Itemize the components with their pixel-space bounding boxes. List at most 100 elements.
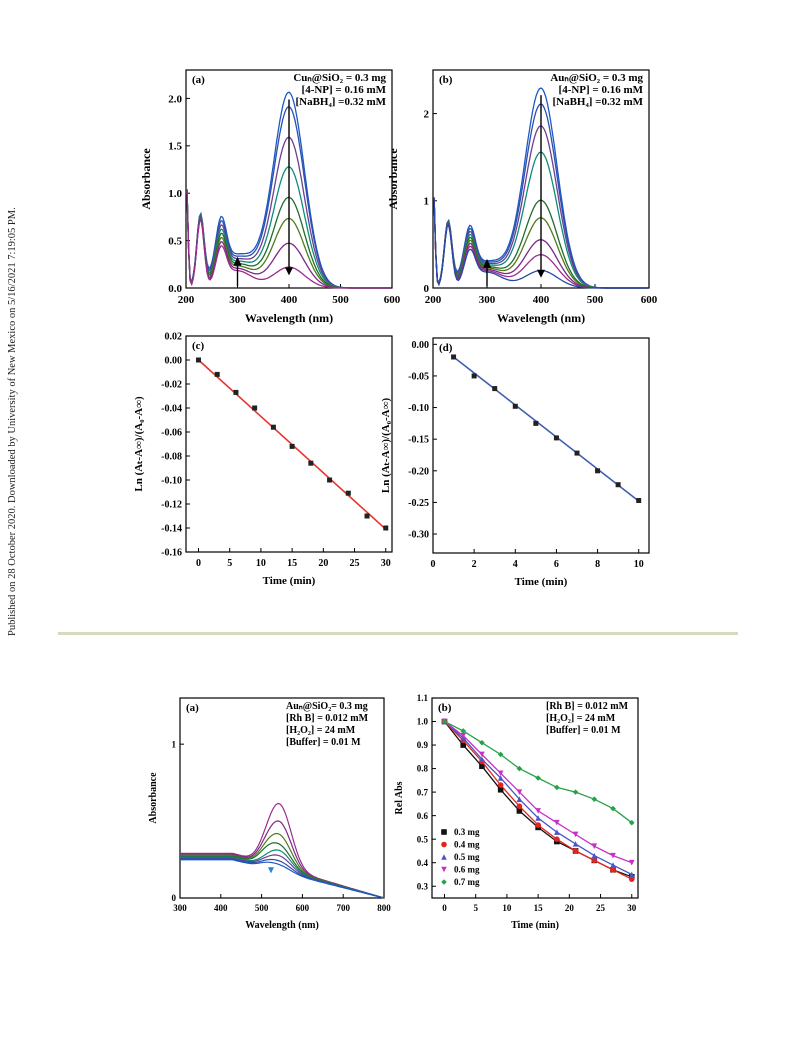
y-tick-label: -0.08	[161, 452, 182, 463]
y-tick-label: 1	[424, 196, 430, 208]
y-tick-label: -0.06	[161, 428, 182, 439]
x-tick-label: 0	[196, 558, 201, 569]
x-tick-label: 600	[296, 903, 310, 913]
x-tick-label: 600	[641, 294, 658, 306]
annotation-line: Auₙ@SiO₂ = 0.3 mg	[550, 72, 643, 84]
data-point	[516, 796, 523, 802]
data-point	[479, 756, 485, 762]
x-tick-label: 30	[627, 903, 637, 913]
x-axis-title: Time (min)	[263, 575, 316, 587]
data-point	[535, 775, 541, 781]
y-axis-title: Absorbance	[139, 148, 153, 210]
x-tick-label: 400	[281, 294, 298, 306]
annotation-line: [H₂O₂] = 24 mM	[286, 725, 356, 736]
annotation-line: [Buffer] = 0.01 M	[286, 737, 361, 748]
y-tick-label: 0.6	[417, 811, 429, 821]
spectrum-line	[180, 854, 385, 899]
y-tick-label: 1	[172, 739, 177, 749]
y-tick-label: -0.30	[408, 530, 429, 541]
data-point	[308, 460, 314, 466]
data-point	[554, 836, 560, 842]
x-tick-label: 15	[534, 903, 544, 913]
annotation-line: Cuₙ@SiO₂ = 0.3 mg	[293, 72, 386, 84]
data-point	[554, 784, 560, 791]
data-point	[516, 808, 523, 814]
y-tick-label: -0.16	[161, 548, 182, 559]
y-tick-label: 1.0	[168, 188, 182, 200]
y-tick-label: -0.10	[408, 403, 429, 414]
up-arrow-head	[233, 256, 242, 266]
y-tick-label: -0.14	[161, 524, 182, 535]
data-point	[615, 482, 621, 488]
legend-label: 0.5 mg	[454, 852, 480, 862]
y-tick-label: -0.05	[408, 371, 429, 382]
panel-label: (a)	[192, 74, 205, 86]
x-tick-label: 6	[554, 559, 559, 570]
data-point	[479, 739, 485, 746]
data-point	[195, 357, 201, 363]
x-tick-label: 200	[425, 294, 442, 306]
x-tick-label: 600	[384, 294, 401, 306]
data-point	[636, 498, 642, 504]
x-tick-label: 15	[287, 558, 297, 569]
chart-panel-5: 0 5 10 15 20 25 30 1.1 1.0 0.9 0.8 0.7 0.6 0.5 0.4 0.3 T…	[394, 693, 639, 931]
annotation-line: [4-NP] = 0.16 mM	[302, 84, 387, 96]
y-tick-label: 0.0	[168, 283, 182, 295]
data-point	[497, 782, 504, 788]
spectrum-line	[180, 858, 385, 899]
data-point	[572, 831, 579, 838]
x-tick-label: 10	[256, 558, 266, 569]
annotation-line: [Rh B] = 0.012 mM	[286, 713, 369, 724]
x-tick-label: 30	[381, 558, 391, 569]
y-tick-label: -0.04	[161, 404, 182, 415]
data-point	[595, 468, 601, 474]
data-point	[572, 789, 579, 795]
data-point	[628, 871, 635, 878]
y-axis-title: Absorbance	[386, 148, 400, 210]
data-point	[270, 424, 276, 430]
up-arrow-head	[483, 258, 491, 268]
data-point	[492, 386, 498, 392]
data-point	[591, 852, 598, 859]
legend-marker	[441, 829, 447, 835]
annotation-line: Auₙ@SiO₂= 0.3 mg	[286, 701, 368, 712]
x-axis-title: Wavelength (nm)	[497, 311, 585, 325]
plot-frame	[431, 697, 639, 899]
spectrum-line	[180, 802, 385, 899]
data-point	[252, 405, 258, 411]
y-tick-label: -0.10	[161, 476, 182, 487]
panel-label: (a)	[186, 702, 199, 714]
data-point	[628, 819, 635, 826]
y-tick-label: 0.5	[168, 235, 182, 247]
y-tick-label: 1.0	[417, 717, 429, 727]
data-point	[628, 859, 635, 866]
x-tick-label: 10	[502, 903, 512, 913]
publication-side-note: Published on 28 October 2020. Downloaded…	[0, 0, 30, 1039]
x-tick-label: 300	[479, 294, 496, 306]
y-axis-title: Ln (Aₜ-A∞)/(A₀-A∞)	[380, 398, 392, 494]
annotation-line: [4-NP] = 0.16 mM	[559, 84, 644, 96]
data-point	[516, 803, 523, 810]
y-tick-label: 1.5	[168, 141, 182, 153]
y-tick-label: -0.15	[408, 435, 429, 446]
plot-frame	[179, 697, 385, 899]
x-tick-label: 0	[442, 903, 447, 913]
panel-label: (b)	[438, 702, 452, 714]
annotation-line: [Rh B] = 0.012 mM	[546, 701, 629, 712]
data-point	[610, 866, 616, 873]
chart-panel-1: 200 300 400 500 600 0 1 2 Wavelength (nm) Absorba…	[386, 69, 658, 325]
y-tick-label: -0.12	[161, 500, 182, 511]
annotation-line: [Buffer] = 0.01 M	[546, 725, 621, 736]
data-point	[451, 354, 457, 360]
data-point	[610, 805, 616, 812]
data-point	[628, 876, 635, 882]
data-point	[233, 389, 239, 395]
x-axis-title: Wavelength (nm)	[245, 920, 319, 931]
x-tick-label: 500	[255, 903, 269, 913]
x-tick-label: 8	[595, 559, 600, 570]
annotation-line: [H₂O₂] = 24 mM	[546, 713, 616, 724]
x-tick-label: 500	[587, 294, 604, 306]
y-axis-title: Absorbance	[148, 772, 159, 824]
x-tick-label: 20	[565, 903, 575, 913]
y-tick-label: 0.02	[165, 332, 183, 343]
